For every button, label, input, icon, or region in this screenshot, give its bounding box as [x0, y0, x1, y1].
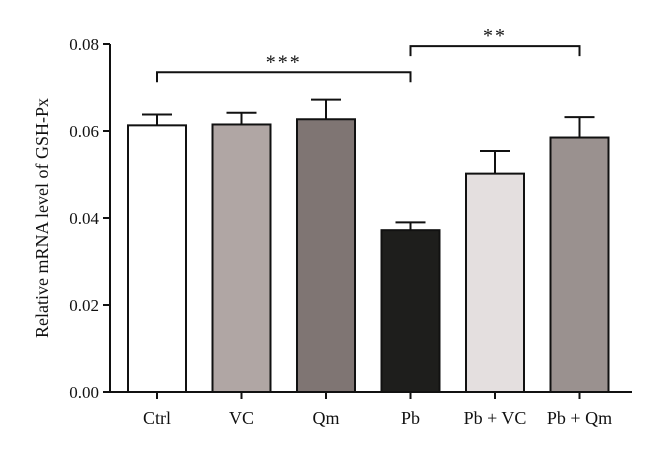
significance-label: ***	[266, 51, 302, 73]
x-tick-label: Qm	[313, 408, 340, 428]
bar	[211, 123, 272, 393]
bar	[380, 229, 441, 393]
x-tick-label: Pb + Qm	[547, 408, 612, 428]
significance-bracket	[409, 45, 581, 57]
bar	[127, 124, 187, 393]
x-tick-label: Ctrl	[143, 408, 171, 428]
x-tick-label: Pb	[401, 408, 420, 428]
x-tick-label: Pb + VC	[464, 408, 527, 428]
y-tick-label: 0.02	[69, 296, 99, 315]
y-axis-label: Relative mRNA level of GSH-Px	[32, 98, 52, 338]
y-tick-label: 0.04	[69, 209, 99, 228]
significance-bracket	[156, 71, 412, 83]
y-tick-label: 0.06	[69, 122, 99, 141]
x-tick-label: VC	[229, 408, 254, 428]
y-tick-label: 0.00	[69, 383, 99, 402]
y-tick-label: 0.08	[69, 35, 99, 54]
chart-marks: 0.00 0.02 0.04 0.06 0.08 Ctrl VC Qm Pb Pb + VC Pb …	[69, 25, 632, 428]
bar	[549, 136, 610, 393]
bar	[296, 118, 356, 393]
significance-label: **	[483, 25, 507, 47]
bar	[465, 172, 525, 393]
